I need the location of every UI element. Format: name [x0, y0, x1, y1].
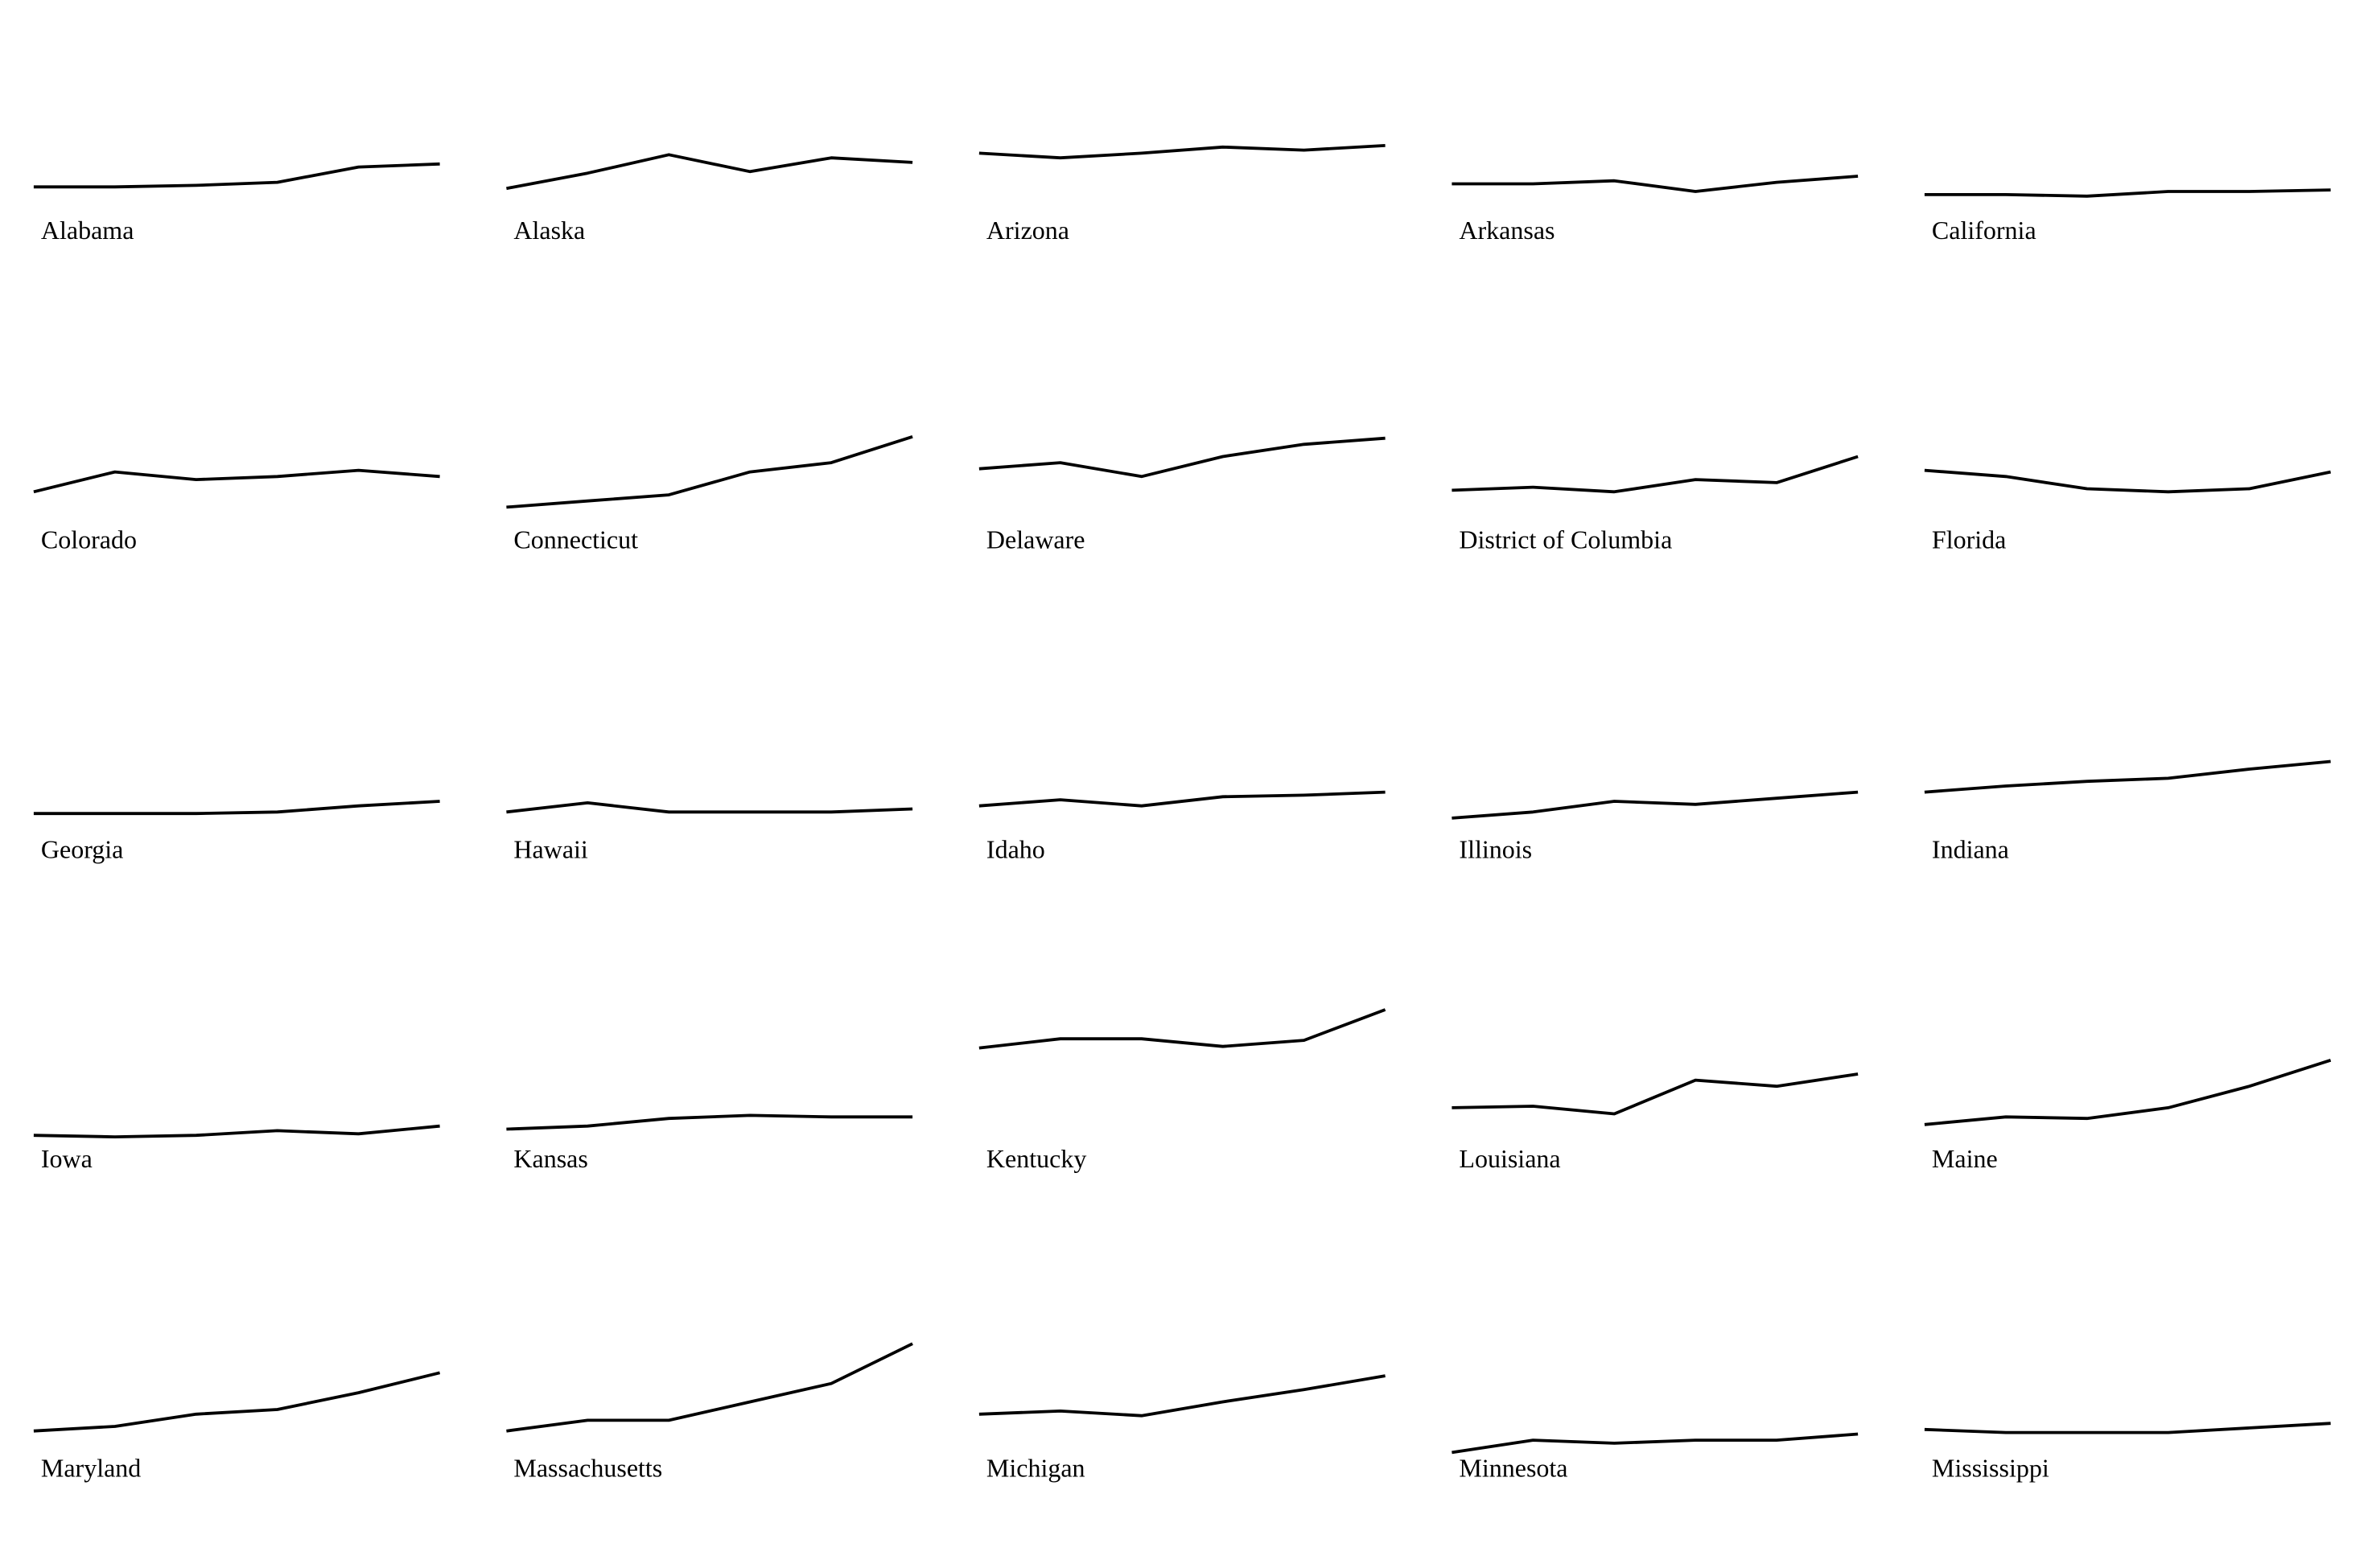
panel: Maine [1924, 1058, 2332, 1173]
panel-label: Maine [1932, 1144, 1998, 1173]
panel: Arizona [978, 144, 1386, 245]
panel-label: Georgia [41, 834, 123, 863]
panel: California [1924, 188, 2331, 245]
panel: Alaska [506, 153, 913, 245]
panel-label: Kentucky [986, 1144, 1086, 1173]
sparkline [1924, 1058, 2332, 1126]
panel-label: Colorado [41, 525, 137, 554]
panel: Florida [1924, 468, 2331, 554]
panel: Delaware [978, 436, 1386, 554]
panel-label: Maryland [41, 1454, 141, 1483]
panel-label: Massachusetts [513, 1454, 662, 1483]
sparkline [506, 801, 913, 814]
sparkline [33, 800, 440, 816]
panel-label: Alaska [513, 216, 585, 245]
sparkline [1924, 188, 2331, 198]
panel: Iowa [33, 1124, 440, 1173]
panel-label: Iowa [41, 1144, 93, 1173]
sparkline [33, 1124, 440, 1138]
panel-label: Minnesota [1459, 1454, 1567, 1483]
sparkline [978, 436, 1386, 479]
panel: Minnesota [1452, 1432, 1859, 1483]
sparkline [33, 162, 440, 189]
panel-label: Illinois [1459, 834, 1532, 863]
panel: Alabama [33, 162, 440, 245]
panel-label: Michigan [986, 1454, 1085, 1483]
panel: Louisiana [1452, 1072, 1859, 1173]
panel-label: Alabama [41, 216, 134, 245]
panel: Massachusetts [506, 1342, 913, 1483]
sparkline [1452, 1432, 1859, 1455]
panel-label: Idaho [986, 834, 1045, 863]
sparkline [1452, 790, 1859, 820]
panel-label: California [1932, 216, 2036, 245]
panel: Kentucky [978, 1008, 1386, 1173]
panel: Idaho [978, 790, 1386, 863]
sparkline [506, 1342, 913, 1433]
panel: District of Columbia [1452, 455, 1859, 554]
panel: Indiana [1924, 759, 2331, 863]
panel-label: Delaware [986, 525, 1085, 554]
panel: Kansas [506, 1113, 913, 1173]
panel-label: Arizona [986, 216, 1069, 245]
sparkline [506, 1113, 913, 1131]
panel: Georgia [33, 800, 440, 863]
panel: Mississippi [1924, 1422, 2331, 1483]
panel-label: Arkansas [1459, 216, 1555, 245]
sparkline [1452, 1072, 1859, 1116]
panel-label: Kansas [513, 1144, 587, 1173]
sparkline [506, 434, 913, 509]
sparkline [33, 1371, 441, 1433]
sparkline [978, 1008, 1386, 1050]
panel: Arkansas [1452, 175, 1859, 245]
panel-label: Hawaii [513, 834, 588, 863]
sparkline [1924, 468, 2331, 494]
panel-label: Indiana [1932, 834, 2009, 863]
sparkline [1452, 455, 1859, 494]
sparkline [978, 1374, 1386, 1418]
panel: Illinois [1452, 790, 1859, 863]
panel-label: Louisiana [1459, 1144, 1560, 1173]
panel-label: Florida [1932, 525, 2006, 554]
panel: Connecticut [506, 434, 913, 554]
sparkline [1452, 175, 1859, 193]
sparkline [1924, 1422, 2331, 1434]
panel-label: Connecticut [513, 525, 638, 554]
sparkline [978, 144, 1386, 160]
panel: Maryland [33, 1371, 441, 1483]
panel: Colorado [33, 468, 440, 554]
sparkline [506, 153, 913, 191]
sparkline [33, 468, 440, 494]
panel: Hawaii [506, 801, 913, 863]
panel-label: District of Columbia [1459, 525, 1672, 554]
sparkline [1924, 759, 2331, 794]
panel: Michigan [978, 1374, 1386, 1483]
panel-label: Mississippi [1932, 1454, 2049, 1483]
sparkline [978, 790, 1386, 808]
